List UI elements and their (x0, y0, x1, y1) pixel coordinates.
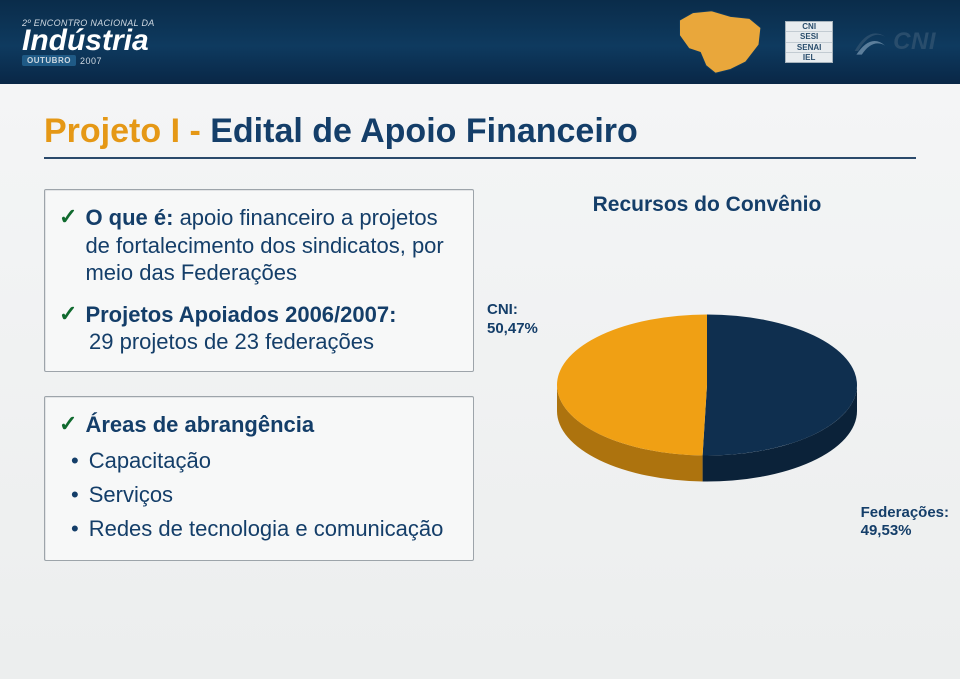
pie-label-value: 50,47% (487, 320, 538, 337)
left-column: ✓ O que é: apoio financeiro a projetos d… (44, 189, 474, 585)
list-item: Capacitação (71, 444, 457, 478)
brazil-map-icon (662, 7, 767, 77)
check-item-definition: ✓ O que é: apoio financeiro a projetos d… (59, 204, 457, 287)
content-row: ✓ O que é: apoio financeiro a projetos d… (44, 189, 916, 585)
pie-label-name: Federações: (861, 504, 949, 521)
areas-heading: Áreas de abrangência (85, 411, 314, 439)
list-item-label: Serviços (89, 478, 173, 512)
right-column: Recursos do Convênio CNI: 50,47% Federaç… (498, 189, 916, 585)
list-item-label: Redes de tecnologia e comunicação (89, 512, 444, 546)
title-part-a: Projeto I - (44, 112, 210, 150)
pie-label-name: CNI: (487, 301, 518, 318)
check-icon: ✓ (59, 204, 77, 230)
org-label: IEL (786, 52, 832, 62)
cni-swoosh-icon (851, 24, 887, 60)
pie-svg (517, 275, 897, 515)
event-date: OUTUBRO 2007 (22, 55, 155, 66)
info-box-1: ✓ O que é: apoio financeiro a projetos d… (44, 189, 474, 372)
areas-list: Capacitação Serviços Redes de tecnologia… (71, 444, 457, 546)
event-main-word: Indústria (22, 28, 155, 54)
event-year: 2007 (80, 56, 102, 66)
list-item: Redes de tecnologia e comunicação (71, 512, 457, 546)
org-label: SESI (786, 31, 832, 41)
cni-logo: CNI (851, 24, 936, 60)
title-rule (44, 157, 916, 159)
pie-chart: CNI: 50,47% Federações: 49,53% (517, 275, 897, 575)
page-body: Projeto I - Edital de Apoio Financeiro ✓… (0, 84, 960, 585)
pie-label-federacoes: Federações: 49,53% (861, 504, 949, 542)
chart-title: Recursos do Convênio (498, 193, 916, 217)
title-part-b: Edital de Apoio Financeiro (210, 112, 638, 150)
definition-label: O que é: (85, 205, 173, 230)
org-stacked-labels: CNI SESI SENAI IEL (785, 21, 833, 63)
org-label: CNI (786, 22, 832, 31)
event-logo: 2º ENCONTRO NACIONAL DA Indústria OUTUBR… (22, 18, 155, 67)
check-item-areas: ✓ Áreas de abrangência (59, 411, 457, 439)
page-title: Projeto I - Edital de Apoio Financeiro (44, 112, 916, 151)
header-right: CNI SESI SENAI IEL CNI (662, 7, 960, 77)
projects-detail: 29 projetos de 23 federações (89, 328, 457, 357)
check-icon: ✓ (59, 411, 77, 437)
list-item-label: Capacitação (89, 444, 211, 478)
pie-label-value: 49,53% (861, 522, 912, 539)
projects-label: Projetos Apoiados 2006/2007: (85, 301, 396, 329)
event-month: OUTUBRO (22, 55, 76, 66)
info-box-2: ✓ Áreas de abrangência Capacitação Servi… (44, 396, 474, 562)
list-item: Serviços (71, 478, 457, 512)
cni-text: CNI (893, 28, 936, 56)
org-label: SENAI (786, 42, 832, 52)
pie-label-cni: CNI: 50,47% (487, 301, 538, 339)
check-item-projects: ✓ Projetos Apoiados 2006/2007: (59, 301, 457, 329)
header-bar: 2º ENCONTRO NACIONAL DA Indústria OUTUBR… (0, 0, 960, 84)
check-icon: ✓ (59, 301, 77, 327)
